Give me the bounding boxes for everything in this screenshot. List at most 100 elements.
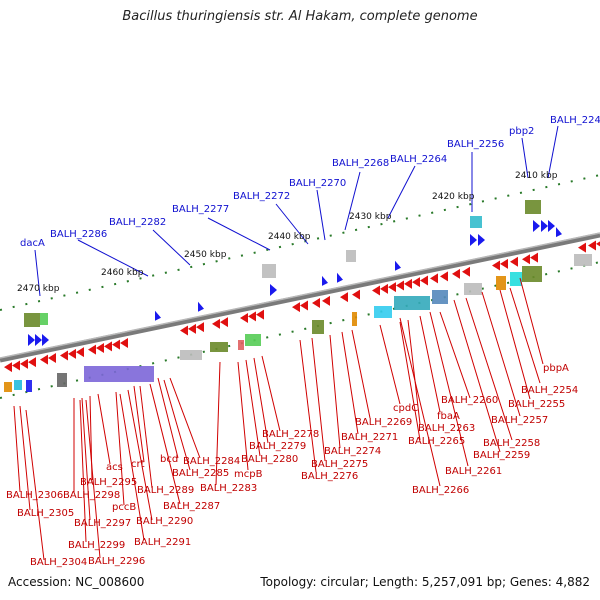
reverse-gene-arrow: [180, 325, 188, 336]
gene-block: [57, 373, 67, 387]
label-BALH_2271[interactable]: BALH_2271: [341, 432, 398, 443]
kbp-2430: 2430 kbp: [349, 212, 392, 222]
label-BALH_2299[interactable]: BALH_2299: [68, 540, 125, 551]
label-crt[interactable]: crt: [131, 459, 145, 470]
bottom-label-leader: [97, 393, 111, 465]
reverse-gene-arrow: [388, 282, 396, 293]
reverse-gene-arrow: [28, 357, 36, 368]
label-fbaA[interactable]: fbaA: [437, 411, 460, 422]
label-bcd[interactable]: bcd: [160, 454, 178, 465]
label-BALH_2265[interactable]: BALH_2265: [408, 436, 465, 447]
bottom-label-leader: [139, 385, 153, 489]
forward-gene-arrow: [337, 272, 343, 283]
reverse-gene-arrow: [492, 260, 500, 271]
bottom-label-leader: [245, 359, 261, 457]
reverse-gene-arrow: [212, 318, 220, 329]
bottom-label-leader: [399, 321, 421, 441]
bottom-label-leader: [453, 299, 501, 453]
reverse-gene-arrow: [510, 256, 518, 267]
gene-block: [432, 290, 448, 304]
reverse-gene-arrow: [104, 341, 112, 352]
label-BALH_2276[interactable]: BALH_2276: [301, 471, 358, 482]
label-BALH_2256[interactable]: BALH_2256: [447, 139, 504, 150]
label-BALH_2268[interactable]: BALH_2268: [332, 158, 389, 169]
label-BALH_2286[interactable]: BALH_2286: [50, 229, 107, 240]
gene-block: [374, 306, 392, 318]
label-BALH_2296[interactable]: BALH_2296: [88, 556, 145, 567]
bottom-label-leader: [351, 329, 371, 419]
reverse-gene-arrow: [440, 271, 448, 282]
label-leaders: [13, 125, 559, 561]
label-BALH_2249[interactable]: BALH_2249: [550, 115, 600, 126]
label-BALH_2254[interactable]: BALH_2254: [521, 385, 578, 396]
kbp-2420: 2420 kbp: [432, 192, 475, 202]
forward-gene-arrow: [556, 227, 562, 238]
reverse-gene-arrow: [248, 311, 256, 322]
label-BALH_2289[interactable]: BALH_2289: [137, 485, 194, 496]
label-BALH_2261[interactable]: BALH_2261: [445, 466, 502, 477]
bottom-label-leader: [25, 409, 45, 561]
reverse-gene-arrow: [60, 350, 68, 361]
label-BALH_2274[interactable]: BALH_2274: [324, 446, 381, 457]
label-BALH_2275[interactable]: BALH_2275: [311, 459, 368, 470]
label-pbp2[interactable]: pbp2: [509, 126, 534, 137]
label-BALH_2255[interactable]: BALH_2255: [508, 399, 565, 410]
label-BALH_2266[interactable]: BALH_2266: [412, 485, 469, 496]
label-BALH_2259[interactable]: BALH_2259: [473, 450, 530, 461]
label-BALH_2258[interactable]: BALH_2258: [483, 438, 540, 449]
label-cpdC[interactable]: cpdC: [393, 403, 418, 414]
label-dacA[interactable]: dacA: [20, 238, 45, 249]
label-BALH_2291[interactable]: BALH_2291: [134, 537, 191, 548]
label-BALH_2287[interactable]: BALH_2287: [163, 501, 220, 512]
gene-block: [238, 340, 244, 350]
label-acs[interactable]: acs: [106, 462, 123, 473]
gene-block: [496, 276, 506, 290]
label-BALH_2283[interactable]: BALH_2283: [200, 483, 257, 494]
reverse-gene-arrow: [20, 358, 28, 369]
label-BALH_2285[interactable]: BALH_2285: [172, 468, 229, 479]
label-BALH_2260[interactable]: BALH_2260: [441, 395, 498, 406]
top-label-leader: [521, 137, 529, 179]
reverse-gene-arrow: [12, 360, 20, 371]
reverse-gene-arrow: [76, 347, 84, 358]
bottom-label-leader: [253, 357, 269, 444]
label-BALH_2297[interactable]: BALH_2297: [74, 518, 131, 529]
label-BALH_2270[interactable]: BALH_2270: [289, 178, 346, 189]
label-BALH_2298[interactable]: BALH_2298: [63, 490, 120, 501]
forward-gene-arrow: [155, 310, 161, 321]
label-BALH_2278[interactable]: BALH_2278: [262, 429, 319, 440]
label-BALH_2269[interactable]: BALH_2269: [355, 417, 412, 428]
label-BALH_2305[interactable]: BALH_2305: [17, 508, 74, 519]
reverse-gene-arrow: [522, 254, 530, 265]
label-BALH_2272[interactable]: BALH_2272: [233, 191, 290, 202]
label-BALH_2279[interactable]: BALH_2279: [249, 441, 306, 452]
reverse-gene-arrow: [48, 353, 56, 364]
label-BALH_2257[interactable]: BALH_2257: [491, 415, 548, 426]
label-BALH_2306[interactable]: BALH_2306: [6, 490, 63, 501]
label-BALH_2280[interactable]: BALH_2280: [241, 454, 298, 465]
reverse-gene-arrow: [96, 343, 104, 354]
reverse-gene-arrow: [372, 285, 380, 296]
gene-block: [26, 380, 32, 392]
label-BALH_2290[interactable]: BALH_2290: [136, 516, 193, 527]
gene-block: [245, 334, 261, 346]
reverse-gene-arrow: [188, 323, 196, 334]
reverse-gene-arrow: [396, 280, 404, 291]
top-label-leader: [275, 203, 309, 245]
label-BALH_2264[interactable]: BALH_2264: [390, 154, 447, 165]
label-BALH_2284[interactable]: BALH_2284: [183, 456, 240, 467]
label-BALH_2282[interactable]: BALH_2282: [109, 217, 166, 228]
label-BALH_2304[interactable]: BALH_2304: [30, 557, 87, 568]
reverse-gene-arrow: [196, 322, 204, 333]
label-BALH_2277[interactable]: BALH_2277: [172, 204, 229, 215]
label-mcpB[interactable]: mcpB: [234, 469, 263, 480]
label-BALH_2263[interactable]: BALH_2263: [418, 423, 475, 434]
gene-arrows: [4, 220, 600, 373]
label-pccB[interactable]: pccB: [112, 502, 136, 513]
label-BALH_2295[interactable]: BALH_2295: [80, 477, 137, 488]
top-label-leader: [344, 171, 361, 231]
bottom-label-leader: [419, 315, 441, 413]
gene-block: [4, 382, 12, 392]
label-pbpA[interactable]: pbpA: [543, 363, 569, 374]
